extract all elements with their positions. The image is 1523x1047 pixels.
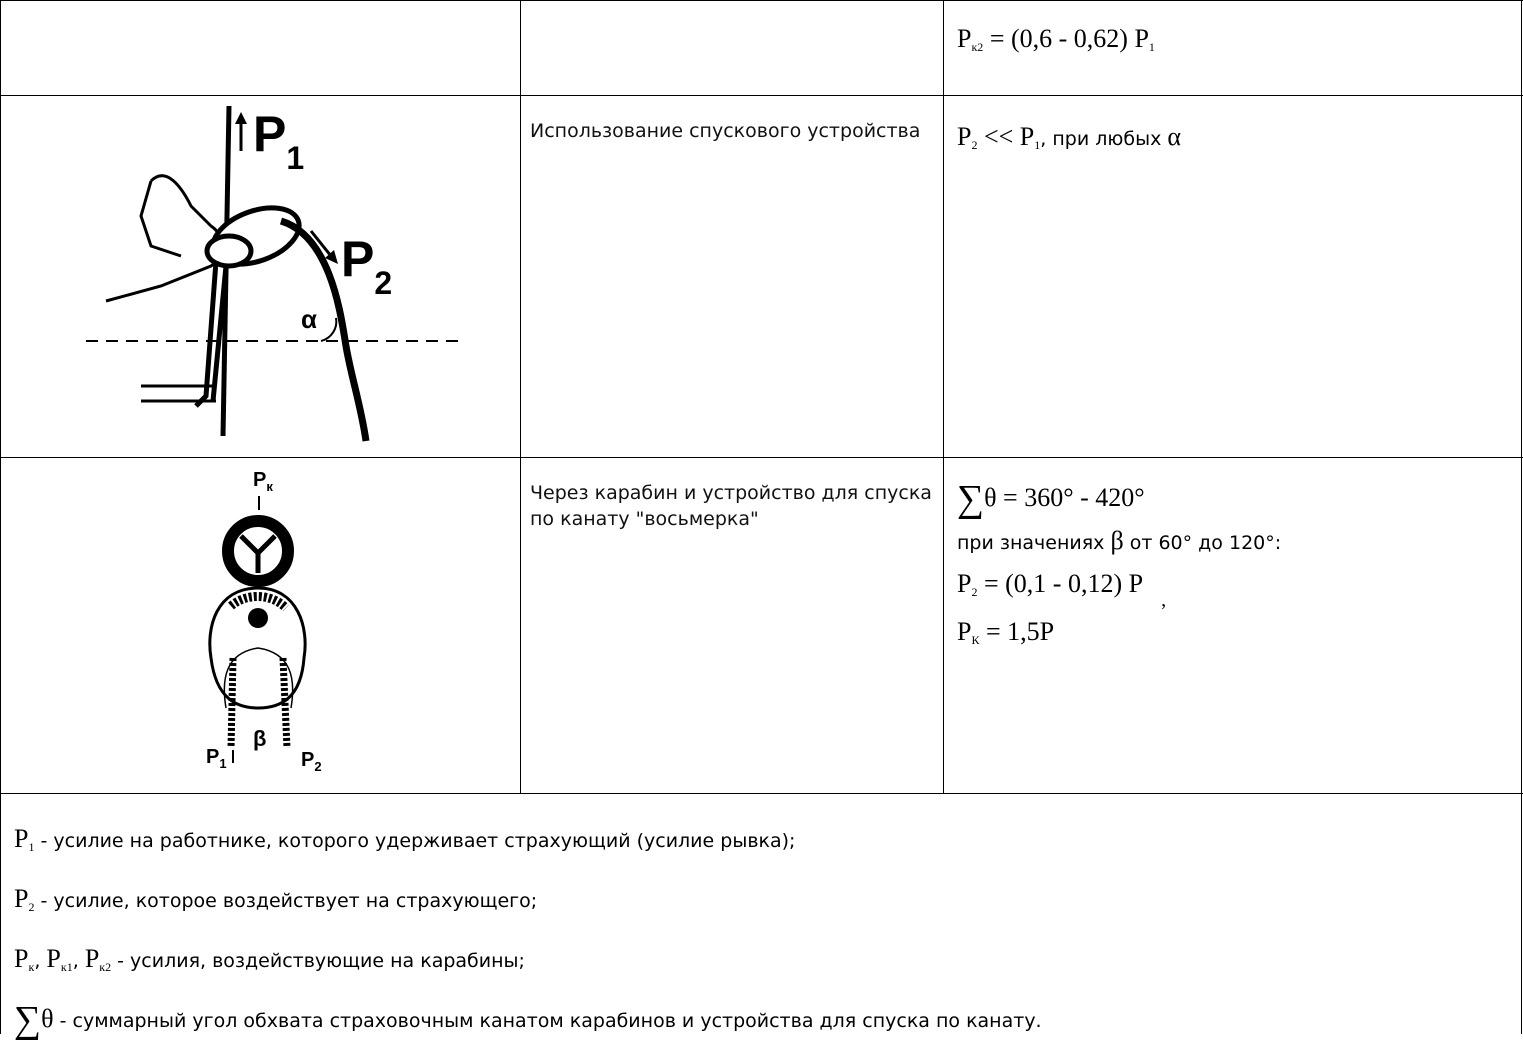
symbol: P (1134, 24, 1149, 53)
formula-text: , (1161, 589, 1167, 611)
note-text: - суммарный угол обхвата страховочным ка… (53, 1010, 1042, 1032)
formula-line: PК = 1,5P (957, 612, 1281, 660)
formula-cell: P2 << P1, при любых α (957, 122, 1181, 153)
note-text: - усилие на работнике, которого удержива… (34, 830, 796, 852)
subscript: к1 (60, 960, 73, 974)
symbol: P (14, 824, 29, 853)
border (0, 0, 1523, 1)
subscript: 1 (1148, 40, 1155, 54)
symbol: P (957, 569, 972, 598)
formula-line: при значениях β от 60° до 120°: (957, 521, 1281, 564)
formula-line: Pк, Pк1, Pк2 - усилия, воздействующие на… (14, 933, 1042, 993)
note-text: , (34, 950, 47, 972)
border (0, 457, 1523, 458)
figure-label: Pк (253, 469, 273, 494)
border (0, 793, 1523, 794)
figure-label: α (301, 304, 317, 334)
formula-line: P2 << P1, при любых α (957, 122, 1181, 153)
symbol: P (957, 122, 972, 151)
formula-text: θ (41, 1004, 54, 1033)
legend: P1 - усилие на работнике, которого удерж… (14, 813, 1042, 1047)
note-text: от 60° до 120°: (1123, 532, 1282, 554)
description: Использование спускового устройства (530, 120, 921, 142)
figure-label: β (253, 726, 266, 751)
formula-text: θ = 360° - 420° (984, 483, 1145, 512)
sum-sign: ∑ (957, 478, 985, 520)
formula-text: = (0,6 - 0,62) (983, 24, 1135, 53)
figure-label: P1 (206, 746, 227, 771)
formula-line: Pк2 = (0,6 - 0,62) P1 (957, 24, 1155, 55)
formula-cell: Pк2 = (0,6 - 0,62) P1 (957, 24, 1155, 55)
symbol: P (14, 884, 29, 913)
subscript: 2 (971, 138, 978, 152)
note-text: - усилие, которое воздействует на страху… (34, 890, 538, 912)
formula-cell: ∑θ = 360° - 420° при значениях β от 60° д… (957, 478, 1281, 660)
formula-line: ∑θ - суммарный угол обхвата страховочным… (14, 993, 1042, 1047)
note-text: , при любых (1040, 128, 1168, 150)
note-text: - усилия, воздействующие на карабины; (111, 950, 525, 972)
formula-line: ∑θ = 360° - 420° (957, 478, 1281, 521)
subscript: 2 (971, 585, 978, 599)
figure-label: P2 (341, 231, 392, 301)
sum-sign: ∑ (14, 999, 42, 1041)
formula-text: α (1167, 122, 1181, 151)
figure-label: P2 (301, 749, 322, 774)
figure-label: P1 (253, 106, 304, 176)
subscript: к2 (971, 40, 984, 54)
symbol: P (46, 944, 61, 973)
figure-descender: P1 P2 α (86, 105, 466, 442)
symbol: P (84, 944, 100, 973)
border (520, 0, 521, 793)
note-text: при значениях (957, 532, 1111, 554)
formula-line: P2 - усилие, которое воздействует на стр… (14, 873, 1042, 933)
description: Через карабин и устройство для спуска по… (530, 482, 932, 530)
border (0, 0, 1, 1034)
border (0, 95, 1523, 96)
figure-eight: Pк P1 β P2 (206, 469, 322, 774)
subscript: 1 (1034, 138, 1041, 152)
formula-line: P1 - усилие на работнике, которого удерж… (14, 813, 1042, 873)
symbol: P (1019, 122, 1035, 151)
formula-text: = (0,1 - 0,12) P (977, 569, 1144, 598)
formula-line: P2 = (0,1 - 0,12) P, (957, 564, 1281, 612)
subscript: К (971, 633, 980, 647)
formula-text: β (1110, 526, 1124, 555)
border (1521, 0, 1522, 1034)
border (943, 0, 944, 793)
note-text: , (72, 950, 85, 972)
symbol: P (957, 24, 972, 53)
formula-text: = 1,5P (979, 617, 1055, 646)
symbol: P (957, 617, 972, 646)
subscript: 2 (28, 900, 35, 914)
subscript: к (28, 960, 35, 974)
symbol: P (14, 944, 29, 973)
formula-text: << (977, 122, 1020, 151)
subscript: к2 (99, 960, 112, 974)
subscript: 1 (28, 840, 35, 854)
